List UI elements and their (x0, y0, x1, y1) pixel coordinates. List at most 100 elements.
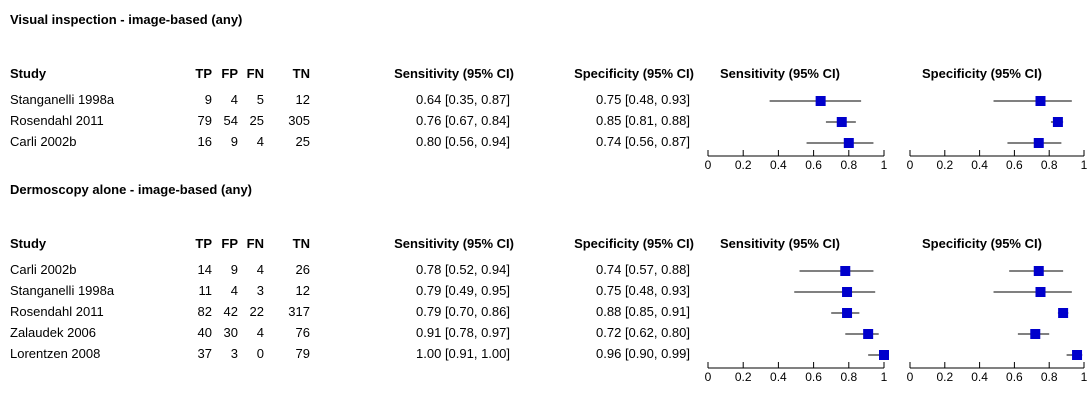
column-header-tn: TN (292, 66, 310, 81)
fn-value: 25 (249, 113, 264, 128)
x-axis-tick-label: 0.4 (971, 370, 988, 384)
x-axis-tick-label: 1 (881, 158, 888, 172)
sensitivity-ci-text: 0.78 [0.52, 0.94] (416, 262, 510, 277)
column-header-sensitivity: Sensitivity (95% CI) (394, 66, 514, 81)
x-axis-tick-label: 1 (1081, 370, 1087, 384)
x-axis-tick-label: 0 (907, 158, 914, 172)
fn-value: 5 (256, 92, 264, 107)
tp-value: 79 (197, 113, 212, 128)
fn-value: 0 (256, 346, 264, 361)
panel-header: Sensitivity (95% CI) (720, 236, 840, 251)
study-name: Stanganelli 1998a (10, 92, 115, 107)
fp-value: 42 (223, 304, 238, 319)
sensitivity-point-estimate (843, 138, 854, 148)
sensitivity-ci-text: 0.91 [0.78, 0.97] (416, 325, 510, 340)
specificity-ci-text: 0.72 [0.62, 0.80] (596, 325, 690, 340)
fp-value: 54 (223, 113, 238, 128)
fn-value: 3 (256, 283, 264, 298)
specificity-ci-text: 0.85 [0.81, 0.88] (596, 113, 690, 128)
specificity-point-estimate (1058, 308, 1069, 318)
x-axis-tick-label: 1 (881, 370, 888, 384)
sensitivity-point-estimate (815, 96, 826, 106)
tp-value: 40 (197, 325, 212, 340)
study-name: Zalaudek 2006 (10, 325, 97, 340)
tp-value: 9 (204, 92, 212, 107)
specificity-ci-text: 0.74 [0.56, 0.87] (596, 134, 690, 149)
column-header-sensitivity: Sensitivity (95% CI) (394, 236, 514, 251)
x-axis-tick-label: 0.8 (840, 370, 857, 384)
study-name: Carli 2002b (10, 134, 77, 149)
column-header-tn: TN (292, 236, 310, 251)
sensitivity-point-estimate (863, 329, 874, 339)
panel-header: Specificity (95% CI) (922, 66, 1042, 81)
specificity-point-estimate (1033, 138, 1044, 148)
sensitivity-ci-text: 0.64 [0.35, 0.87] (416, 92, 510, 107)
tn-value: 26 (295, 262, 310, 277)
column-header-study: Study (10, 236, 47, 251)
tn-value: 317 (288, 304, 310, 319)
x-axis-tick-label: 0 (705, 158, 712, 172)
sensitivity-point-estimate (879, 350, 889, 360)
sensitivity-ci-text: 0.79 [0.49, 0.95] (416, 283, 510, 298)
tn-value: 25 (295, 134, 310, 149)
x-axis-tick-label: 0.4 (770, 370, 787, 384)
panel-header: Specificity (95% CI) (922, 236, 1042, 251)
fn-value: 4 (256, 134, 264, 149)
specificity-ci-text: 0.96 [0.90, 0.99] (596, 346, 690, 361)
x-axis-tick-label: 0.8 (1041, 370, 1058, 384)
tp-value: 16 (197, 134, 212, 149)
tn-value: 79 (295, 346, 310, 361)
fn-value: 4 (256, 325, 264, 340)
fp-value: 4 (230, 283, 238, 298)
x-axis-tick-label: 0.2 (936, 370, 953, 384)
specificity-ci-text: 0.75 [0.48, 0.93] (596, 92, 690, 107)
x-axis-tick-label: 0.2 (936, 158, 953, 172)
x-axis-tick-label: 0.8 (1041, 158, 1058, 172)
specificity-point-estimate (1035, 96, 1046, 106)
sensitivity-point-estimate (842, 308, 853, 318)
x-axis-tick-label: 0.4 (971, 158, 988, 172)
study-name: Rosendahl 2011 (10, 304, 104, 319)
sensitivity-ci-text: 1.00 [0.91, 1.00] (416, 346, 510, 361)
study-name: Rosendahl 2011 (10, 113, 104, 128)
fp-value: 30 (223, 325, 238, 340)
sensitivity-point-estimate (840, 266, 851, 276)
specificity-ci-text: 0.88 [0.85, 0.91] (596, 304, 690, 319)
column-header-specificity: Specificity (95% CI) (574, 236, 694, 251)
specificity-point-estimate (1033, 266, 1044, 276)
fp-value: 4 (230, 92, 238, 107)
specificity-point-estimate (1072, 350, 1083, 360)
column-header-specificity: Specificity (95% CI) (574, 66, 694, 81)
x-axis-tick-label: 0.2 (735, 158, 752, 172)
fn-value: 22 (249, 304, 264, 319)
x-axis-tick-label: 0.6 (805, 158, 822, 172)
sensitivity-ci-text: 0.79 [0.70, 0.86] (416, 304, 510, 319)
tp-value: 82 (197, 304, 212, 319)
tn-value: 305 (288, 113, 310, 128)
x-axis-tick-label: 0.4 (770, 158, 787, 172)
fp-value: 9 (230, 134, 238, 149)
tp-value: 11 (198, 283, 213, 298)
fp-value: 9 (230, 262, 238, 277)
panel-header: Sensitivity (95% CI) (720, 66, 840, 81)
tp-value: 14 (197, 262, 212, 277)
x-axis-tick-label: 0.8 (840, 158, 857, 172)
section-title: Visual inspection - image-based (any) (10, 12, 243, 27)
x-axis-tick-label: 0.2 (735, 370, 752, 384)
tn-value: 12 (295, 92, 310, 107)
tn-value: 12 (295, 283, 310, 298)
specificity-point-estimate (1052, 117, 1063, 127)
specificity-ci-text: 0.74 [0.57, 0.88] (596, 262, 690, 277)
column-header-fn: FN (246, 236, 264, 251)
sensitivity-ci-text: 0.80 [0.56, 0.94] (416, 134, 510, 149)
column-header-tp: TP (195, 236, 212, 251)
section-title: Dermoscopy alone - image-based (any) (10, 182, 253, 197)
sensitivity-ci-text: 0.76 [0.67, 0.84] (416, 113, 510, 128)
x-axis-tick-label: 0.6 (1006, 158, 1023, 172)
study-name: Lorentzen 2008 (10, 346, 101, 361)
specificity-ci-text: 0.75 [0.48, 0.93] (596, 283, 690, 298)
x-axis-tick-label: 0 (705, 370, 712, 384)
study-name: Carli 2002b (10, 262, 77, 277)
fn-value: 4 (256, 262, 264, 277)
